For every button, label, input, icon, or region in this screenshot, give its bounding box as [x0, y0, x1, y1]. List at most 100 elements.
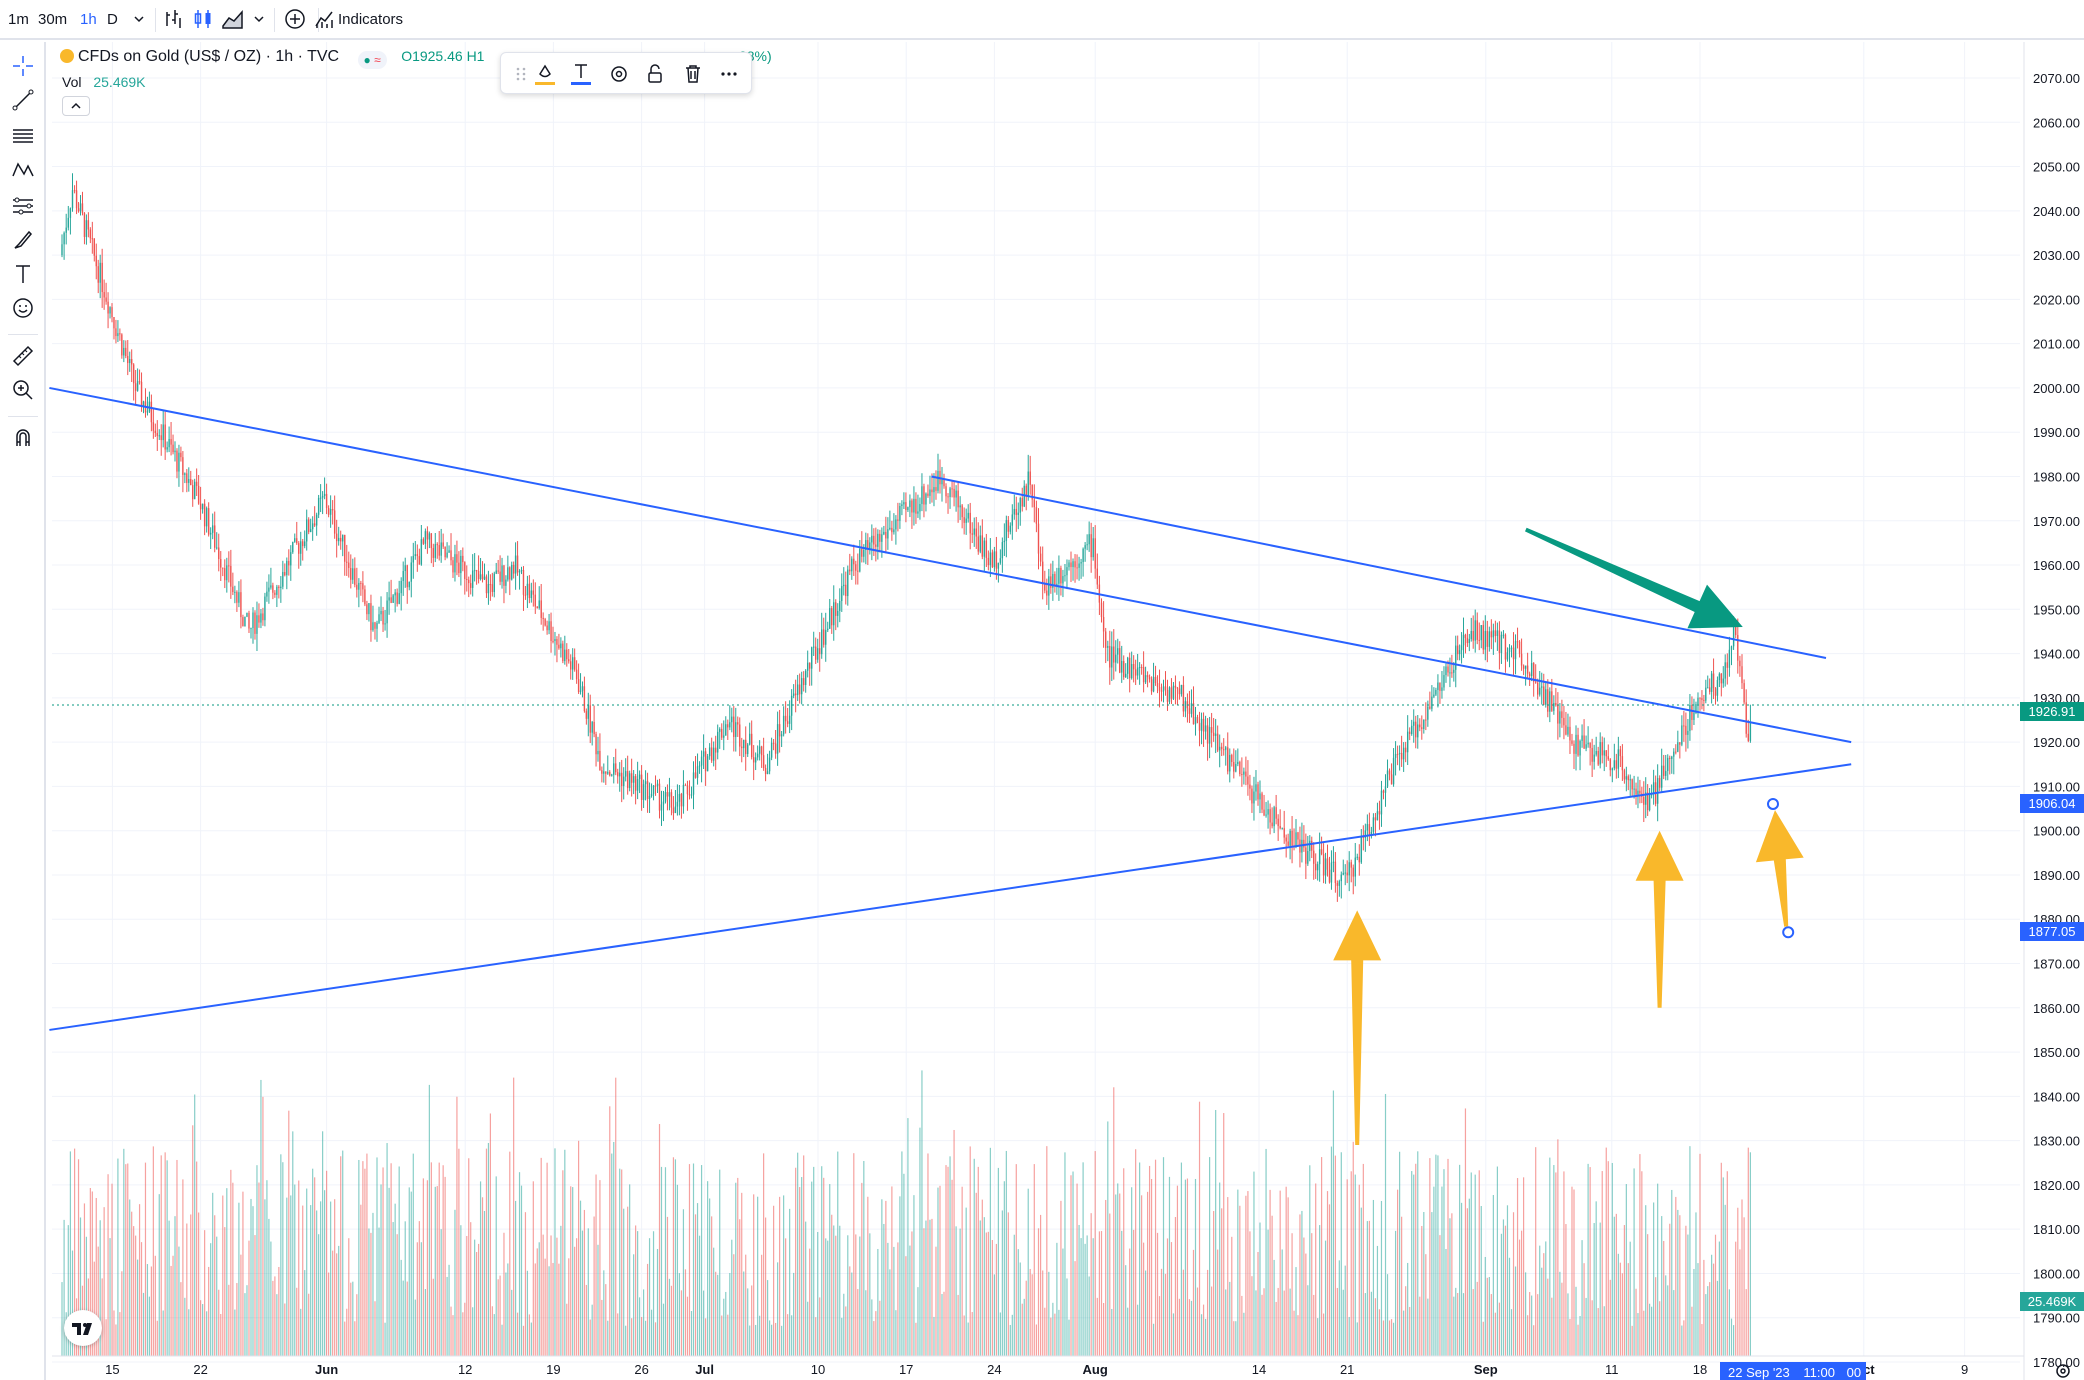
candle-body [1229, 755, 1231, 772]
candle-body [536, 606, 538, 609]
interval-d[interactable]: D [107, 11, 118, 28]
chevron-down-icon[interactable] [126, 6, 152, 32]
candle-body [477, 571, 480, 580]
candle-body [1003, 540, 1006, 543]
emoji-icon[interactable] [9, 294, 37, 322]
interval-1h[interactable]: 1h [80, 11, 97, 28]
drag-handle-icon[interactable] [507, 60, 535, 88]
volume-bar [707, 1181, 709, 1356]
candles-icon[interactable] [190, 6, 216, 32]
lock-icon[interactable] [641, 60, 669, 88]
pattern-icon[interactable] [9, 156, 37, 184]
area-chart-icon[interactable] [220, 6, 246, 32]
candle-body [770, 742, 773, 758]
candle-body [242, 617, 244, 627]
trend-lines[interactable] [49, 386, 1852, 1031]
candle-body [1547, 689, 1549, 712]
volume-bar [879, 1300, 881, 1356]
magnet-icon[interactable] [9, 424, 37, 452]
indicators-icon[interactable] [312, 6, 338, 32]
candle-body [1086, 544, 1088, 546]
gear-icon[interactable] [2050, 1358, 2076, 1380]
volume-bar [326, 1170, 328, 1356]
candle-body [1502, 634, 1505, 636]
volume-bar [1591, 1300, 1593, 1356]
volume-bar [873, 1321, 875, 1356]
candle-body [1082, 548, 1084, 563]
time-tick-label: 11 [1605, 1362, 1619, 1377]
candle-body [1190, 703, 1193, 714]
volume-bar [987, 1231, 989, 1356]
text-icon[interactable] [9, 260, 37, 288]
interval-1m[interactable]: 1m [8, 11, 29, 28]
brush-icon[interactable] [9, 226, 37, 254]
volume-bar [1545, 1241, 1547, 1356]
candle-body [390, 597, 392, 603]
candle-body [837, 610, 839, 616]
volume-bar [503, 1232, 505, 1356]
settings-icon[interactable] [605, 60, 633, 88]
candle-body [1417, 724, 1419, 738]
symbol-title[interactable]: CFDs on Gold (US$ / OZ) · 1h · TVC [78, 48, 340, 65]
volume-bar [723, 1298, 725, 1356]
volume-bar [178, 1246, 180, 1356]
volume-bar [558, 1263, 560, 1356]
ruler-icon[interactable] [9, 342, 37, 370]
collapse-legend-button[interactable] [62, 96, 90, 116]
volume-bar [1671, 1189, 1673, 1356]
text-color-icon[interactable] [567, 60, 595, 88]
candle-body [412, 555, 414, 563]
candle-body [762, 755, 765, 769]
series-legend[interactable]: CFDs on Gold (US$ / OZ) · 1h · TVC ● ≈ O… [60, 48, 772, 69]
candle-body [895, 519, 897, 530]
candle-body [831, 608, 833, 626]
volume-bar [228, 1284, 230, 1356]
volume-bar [1342, 1289, 1344, 1356]
volume-bar [1209, 1157, 1211, 1356]
candle-body [923, 486, 925, 505]
volume-bar [1265, 1148, 1267, 1356]
candle-body [174, 450, 176, 453]
bar-chart-type-icon[interactable] [160, 6, 186, 32]
candle-body [71, 190, 74, 209]
volume-bar [1152, 1323, 1155, 1356]
more-icon[interactable] [715, 60, 743, 88]
crosshair-icon[interactable] [9, 52, 37, 80]
candle-body [546, 625, 548, 631]
price-tick-label: 1850.00 [2033, 1045, 2080, 1060]
ohlc-values: O1925.46 H1 [401, 48, 485, 64]
candle-body [224, 568, 226, 581]
zoom-icon[interactable] [9, 376, 37, 404]
indicators-button[interactable]: Indicators [338, 11, 404, 28]
chevron-down-icon[interactable] [246, 6, 272, 32]
candle-body [1054, 573, 1056, 586]
grid-lines [52, 42, 2020, 1363]
volume-bar [755, 1324, 757, 1356]
annotation-arrows[interactable] [1333, 527, 1804, 1145]
volume-bar [1003, 1181, 1005, 1356]
interval-30m[interactable]: 30m [38, 11, 68, 28]
volume-bar [334, 1199, 336, 1356]
candle-body [1180, 684, 1183, 695]
candle-body [1241, 774, 1243, 776]
candle-body [1631, 779, 1633, 790]
candle-body [214, 525, 216, 548]
delete-icon[interactable] [679, 60, 707, 88]
tradingview-logo[interactable] [64, 1310, 102, 1346]
volume-bar [765, 1217, 767, 1356]
candle-body [1352, 867, 1354, 877]
compare-add-icon[interactable] [282, 6, 308, 32]
volume-bar [1405, 1286, 1407, 1356]
volume-bar [897, 1242, 899, 1356]
fib-icon[interactable] [9, 122, 37, 150]
candle-body [967, 512, 969, 519]
volume-legend[interactable]: Vol 25.469K [62, 74, 146, 90]
candle-body [1267, 809, 1269, 815]
fill-color-icon[interactable] [531, 60, 559, 88]
volume-bar [1221, 1208, 1223, 1356]
volume-bar [941, 1294, 943, 1356]
trend-line-icon[interactable] [9, 86, 37, 114]
candle-body [188, 479, 190, 483]
prediction-icon[interactable] [9, 192, 37, 220]
